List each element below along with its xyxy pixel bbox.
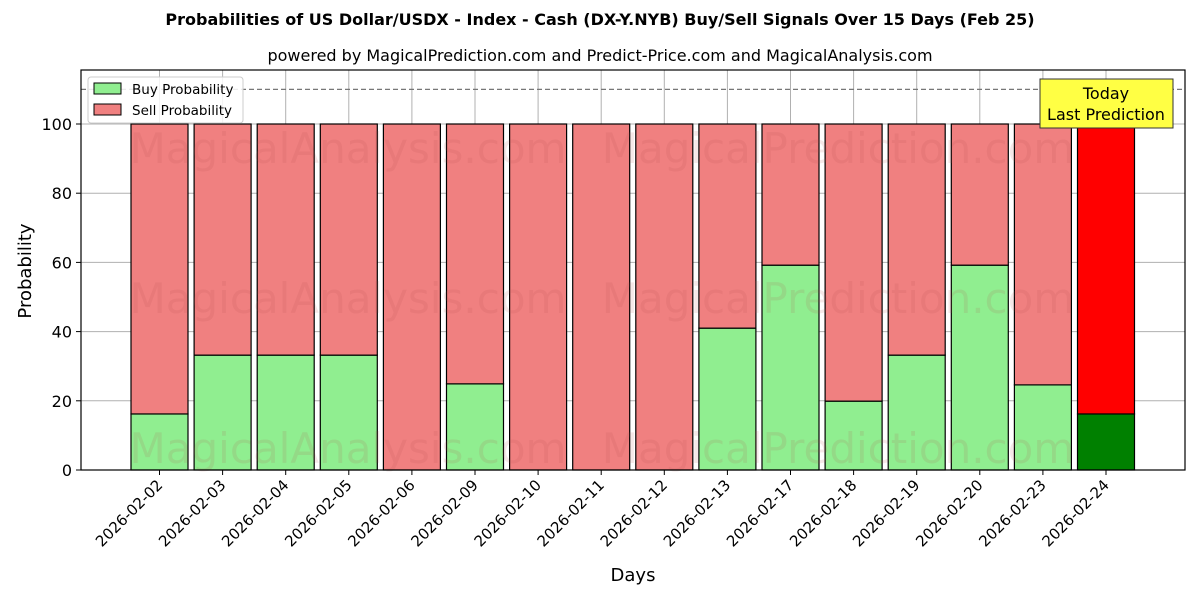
sell-bar (1013, 123, 1073, 386)
legend-box (87, 76, 244, 124)
sell-bar (509, 123, 568, 471)
x-tick-label: 2026-02-13 (660, 476, 734, 550)
annotation-line1: Today (1082, 84, 1129, 103)
legend-swatch-sell (93, 103, 122, 116)
buy-bar (824, 400, 883, 471)
x-tick-label: 2026-02-23 (975, 476, 1049, 550)
x-tick-label: 2026-02-24 (1038, 476, 1112, 550)
x-tick-label: 2026-02-05 (281, 476, 355, 550)
buy-bar (1076, 413, 1136, 471)
annotation-line2: Last Prediction (1047, 105, 1165, 124)
sell-bar (698, 123, 757, 329)
sell-bar (572, 123, 631, 471)
x-tick-label: 2026-02-18 (786, 476, 860, 550)
y-tick-label: 100 (41, 115, 72, 134)
axes-frame (80, 69, 1186, 471)
buy-bar (1013, 384, 1073, 471)
sell-bar (130, 123, 189, 415)
x-tick-label: 2026-02-20 (912, 476, 986, 550)
sell-bar (319, 123, 378, 356)
y-tick-label: 60 (52, 253, 72, 272)
x-tick-label: 2026-02-11 (534, 476, 608, 550)
x-tick-label: 2026-02-06 (344, 476, 418, 550)
x-tick-label: 2026-02-17 (723, 476, 797, 550)
sell-bar (193, 123, 252, 356)
x-axis-label: Days (611, 565, 656, 586)
x-tick-label: 2026-02-04 (218, 476, 292, 550)
y-tick-label: 40 (52, 323, 72, 342)
legend-swatch-buy (93, 82, 122, 95)
x-tick-label: 2026-02-09 (407, 476, 481, 550)
buy-bar (761, 264, 820, 471)
watermark: MagicalAnalysis.com (130, 124, 567, 173)
buy-bar (950, 264, 1009, 471)
buy-bar (319, 354, 378, 471)
y-tick-label: 20 (52, 392, 72, 411)
legend-label-sell: Sell Probability (132, 103, 232, 119)
chart-title: Probabilities of US Dollar/USDX - Index … (165, 10, 1035, 29)
legend-label-buy: Buy Probability (132, 82, 233, 98)
x-tick-label: 2026-02-02 (92, 476, 166, 550)
y-tick-label: 80 (52, 184, 72, 203)
sell-bar (824, 123, 883, 402)
watermark: MagicalPrediction.com (602, 424, 1075, 473)
x-tick-label: 2026-02-10 (471, 476, 545, 550)
sell-bar (445, 123, 505, 385)
buy-bar (130, 413, 189, 471)
watermark: MagicalAnalysis.com (130, 424, 567, 473)
watermark: MagicalAnalysis.com (130, 274, 567, 323)
x-tick-label: 2026-02-19 (849, 476, 923, 550)
sell-bar (887, 123, 946, 356)
buy-bar (698, 327, 757, 471)
watermark: MagicalPrediction.com (602, 124, 1075, 173)
chart-subtitle: powered by MagicalPrediction.com and Pre… (267, 46, 933, 65)
sell-bar (1076, 123, 1136, 415)
y-tick-label: 0 (62, 461, 72, 480)
x-tick-label: 2026-02-12 (597, 476, 671, 550)
sell-bar (256, 123, 315, 356)
sell-bar (635, 123, 694, 471)
annotation-box (1039, 78, 1174, 129)
y-axis-label: Probability (15, 223, 36, 318)
watermark: MagicalPrediction.com (602, 274, 1075, 323)
buy-bar (887, 354, 946, 471)
sell-bar (761, 123, 820, 266)
sell-bar (950, 123, 1009, 266)
x-tick-label: 2026-02-03 (155, 476, 229, 550)
